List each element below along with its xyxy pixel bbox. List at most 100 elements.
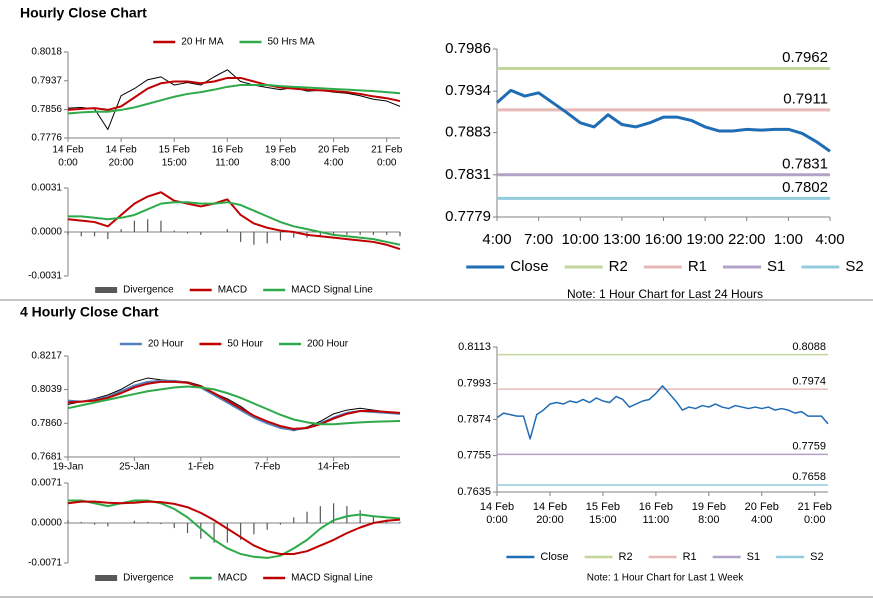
x-tick-label: 20 Feb	[318, 145, 350, 156]
divergence-bar	[240, 232, 242, 242]
legend-label: Close	[510, 258, 548, 275]
series-line	[67, 191, 401, 250]
section-title: Hourly Close Chart	[20, 5, 147, 21]
divergence-bar	[279, 523, 282, 525]
x-tick-label: 21 Feb	[371, 145, 403, 156]
x-tick-label: 0:00	[377, 158, 397, 169]
y-tick-label: 0.8113	[458, 341, 491, 353]
x-tick-label: 16:00	[645, 231, 683, 248]
legend-label: S1	[747, 551, 760, 563]
legend-label: MACD	[218, 573, 247, 584]
divergence-bar	[80, 232, 82, 237]
x-tick-label: 21 Feb	[798, 501, 832, 513]
legend-label: Divergence	[123, 573, 174, 584]
x-tick-label: 13:00	[603, 231, 641, 248]
legend-label: 200 Hour	[307, 339, 349, 350]
x-tick-label: 4:00	[324, 158, 344, 169]
divergence-bar	[67, 520, 69, 523]
y-tick-label: 0.7993	[457, 377, 491, 389]
y-tick-label: -0.0071	[28, 558, 62, 569]
y-tick-label: 0.7934	[445, 82, 491, 99]
x-tick-label: 22:00	[728, 231, 766, 248]
legend-label: S1	[767, 258, 785, 275]
divergence-bar	[253, 523, 255, 535]
y-tick-label: 0.7635	[457, 486, 491, 498]
series-line	[67, 76, 401, 111]
series-line	[67, 385, 401, 426]
divergence-bar	[346, 232, 348, 235]
x-tick-label: 4:00	[751, 514, 772, 526]
legend-swatch	[95, 287, 118, 293]
x-tick-label: 8:00	[271, 158, 291, 169]
legend-label: MACD	[218, 285, 247, 296]
y-tick-label: 0.0071	[31, 478, 62, 489]
divergence-bar	[293, 517, 295, 523]
divergence-bar	[226, 229, 228, 232]
level-label: 0.7759	[792, 441, 826, 453]
legend-label: R1	[688, 258, 707, 275]
series-line	[496, 385, 829, 440]
close-line	[67, 69, 401, 130]
divergence-bar	[386, 232, 388, 235]
x-tick-label: 0:00	[58, 158, 78, 169]
x-tick-label: 19 Feb	[692, 501, 726, 513]
divergence-bar	[372, 232, 375, 235]
y-tick-label: 0.7986	[445, 40, 491, 57]
divergence-bar	[240, 523, 242, 540]
legend-label: S2	[810, 551, 823, 563]
divergence-bar	[359, 232, 361, 235]
divergence-bar	[93, 232, 96, 237]
series-line	[68, 499, 401, 559]
legend-label: 50 Hrs MA	[268, 37, 316, 48]
x-tick-label: 16 Feb	[212, 145, 244, 156]
legend-label: R2	[619, 551, 633, 563]
x-tick-label: 10:00	[561, 231, 599, 248]
level-label: 0.7831	[782, 155, 828, 172]
divergence-bar	[266, 232, 268, 244]
divergence-bar	[173, 523, 175, 529]
x-tick-label: 15 Feb	[586, 501, 620, 513]
divergence-bar	[319, 506, 321, 523]
divergence-bar	[107, 232, 109, 240]
x-tick-label: 4:00	[815, 231, 844, 248]
divergence-bar	[200, 232, 202, 235]
y-tick-label: 0.7776	[31, 133, 62, 144]
x-tick-label: 14 Feb	[480, 501, 514, 513]
series-line	[496, 88, 831, 153]
divergence-bar	[107, 523, 109, 527]
x-tick-label: 14 Feb	[533, 501, 567, 513]
divergence-bar	[160, 523, 162, 525]
x-tick-label: 19:00	[686, 231, 724, 248]
divergence-bar	[306, 511, 308, 523]
divergence-bar	[253, 232, 255, 245]
x-tick-label: 4:00	[482, 231, 511, 248]
divergence-bar	[147, 219, 149, 232]
y-tick-label: 0.7883	[445, 124, 491, 141]
divergence-bar	[147, 521, 149, 523]
x-tick-label: 20:00	[109, 158, 134, 169]
level-label: 0.7974	[792, 375, 826, 387]
x-tick-label: 20:00	[536, 514, 564, 526]
x-tick-label: 19-Jan	[53, 462, 84, 473]
legend-label: 50 Hour	[227, 339, 263, 350]
divergence-bar	[346, 506, 348, 523]
x-tick-label: 15:00	[589, 514, 617, 526]
x-tick-label: 11:00	[643, 514, 670, 526]
legend-label: S2	[845, 258, 863, 275]
x-tick-label: 14-Feb	[318, 462, 350, 473]
y-tick-label: 0.8039	[31, 384, 62, 395]
x-tick-label: 25-Jan	[119, 462, 150, 473]
level-label: 0.8088	[792, 341, 826, 353]
y-tick-label: 0.7937	[31, 75, 62, 86]
legend-label: Close	[540, 551, 568, 563]
legend-label: MACD Signal Line	[291, 285, 373, 296]
series-line	[67, 380, 401, 430]
y-tick-label: 0.8217	[31, 351, 62, 362]
x-tick-label: 15 Feb	[159, 145, 191, 156]
level-label: 0.7962	[782, 49, 828, 66]
y-tick-label: 0.8018	[31, 47, 62, 58]
y-tick-label: 0.7755	[457, 450, 491, 462]
x-tick-label: 14 Feb	[52, 145, 84, 156]
divergence-bar	[200, 523, 202, 539]
divergence-bar	[333, 232, 335, 235]
